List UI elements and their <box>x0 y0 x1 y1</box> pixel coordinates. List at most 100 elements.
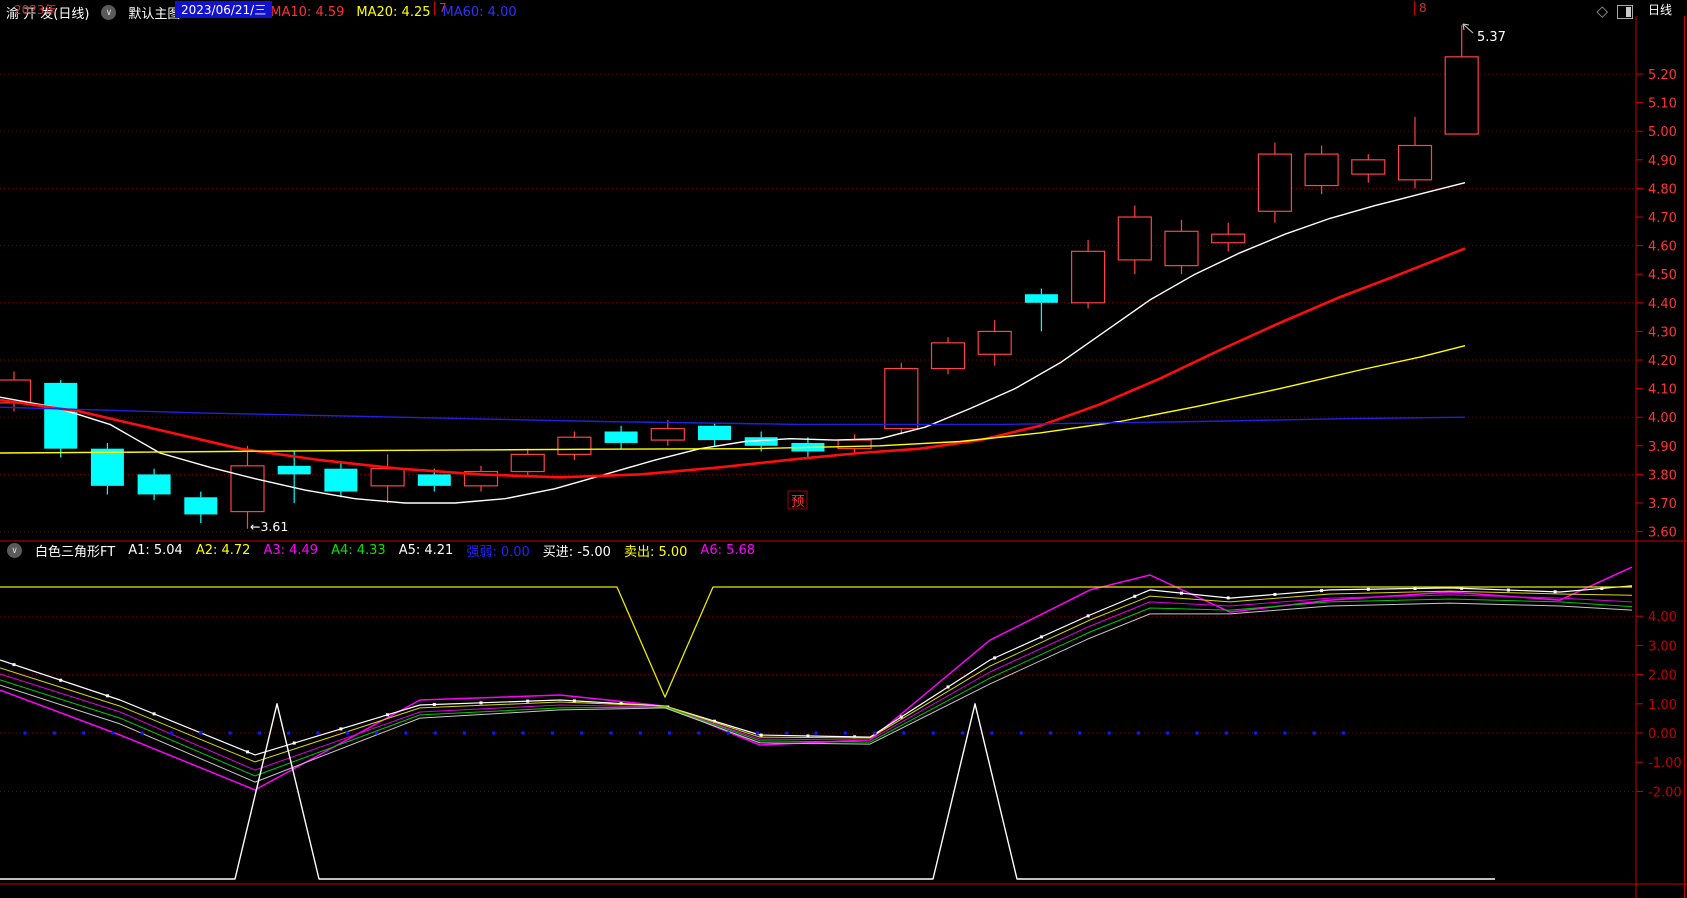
indicator-axis-label: 2.00 <box>1648 669 1677 684</box>
candle <box>417 474 451 486</box>
strength-dot <box>52 731 57 735</box>
line-marker <box>479 701 483 705</box>
indicator-param-a5: A5: 4.21 <box>398 543 454 558</box>
strength-dot <box>140 731 144 735</box>
line-marker <box>806 734 810 738</box>
strength-dot <box>257 731 262 735</box>
price-axis-label: 4.70 <box>1648 211 1677 226</box>
line-marker <box>572 699 576 703</box>
strength-dot <box>1107 731 1111 735</box>
strength-dot <box>23 731 27 735</box>
indicator-param-a6: A6: 5.68 <box>700 543 756 558</box>
strength-dot <box>1283 731 1287 735</box>
line-marker <box>339 727 343 731</box>
candle <box>184 497 218 515</box>
strength-dot <box>843 731 848 735</box>
candle <box>884 367 919 430</box>
candle <box>1397 144 1433 181</box>
line-marker <box>292 741 296 745</box>
indicator-axis-label: 3.00 <box>1648 639 1677 654</box>
price-axis-label: 4.80 <box>1648 182 1677 197</box>
strength-dot <box>579 731 584 735</box>
strength-dot <box>199 731 203 735</box>
chevron-down-icon[interactable]: ∨ <box>7 543 22 558</box>
ma-line-MA10 <box>0 247 1466 479</box>
strength-dot <box>755 731 760 735</box>
indicator-axis-label: -1.00 <box>1648 756 1682 771</box>
strength-dot <box>1195 731 1199 735</box>
line-marker <box>59 678 63 682</box>
line-marker <box>12 663 16 667</box>
period-label[interactable]: 日线 <box>1648 3 1673 17</box>
indicator-line-A2 <box>0 590 1633 763</box>
ma20-value: MA20: 4.25 <box>356 5 431 20</box>
line-marker <box>1133 594 1137 598</box>
line-marker <box>1180 591 1183 595</box>
overlay-selector[interactable]: 默认主图 <box>128 7 181 22</box>
candle <box>370 468 405 487</box>
candle <box>1304 153 1339 187</box>
alert-marker: 预 <box>791 494 805 510</box>
candle <box>1444 56 1479 135</box>
strength-dot <box>316 731 320 735</box>
line-marker <box>1460 586 1464 590</box>
strength-dot <box>374 731 379 735</box>
candle <box>744 437 778 446</box>
strength-dot <box>931 731 936 735</box>
line-marker <box>1039 635 1043 639</box>
ma-line-MA60 <box>0 406 1466 426</box>
strength-dot <box>1078 731 1082 735</box>
selected-date-label: 2023/06/21/三 <box>175 1 273 18</box>
price-axis-label: 4.10 <box>1648 383 1677 398</box>
line-marker <box>526 699 530 703</box>
price-axis-label: 3.90 <box>1648 440 1677 455</box>
diamond-icon[interactable]: ◇ <box>1596 2 1608 20</box>
time-axis: 2023年 2023/06/21/三 7 8 日线 <box>0 0 1687 18</box>
strength-dot <box>726 731 730 735</box>
strength-dot <box>960 731 965 735</box>
line-marker <box>946 685 950 689</box>
sell-threshold-line <box>0 586 1632 698</box>
line-marker <box>1086 614 1090 618</box>
price-axis-label: 4.90 <box>1648 154 1677 169</box>
high-price-annotation: 5.37 <box>1477 30 1506 45</box>
candle <box>1257 153 1293 212</box>
strength-dot <box>550 731 555 735</box>
annotations-layer: 5.37 ←3.61 预 <box>250 23 1506 534</box>
month-tick-7: 7 <box>434 1 447 15</box>
header-tools: ◇ <box>1596 4 1633 19</box>
strength-dot <box>404 731 408 735</box>
indicator-param-a3: A3: 4.49 <box>263 543 319 558</box>
indicator-axis-label: 0.00 <box>1648 727 1677 742</box>
stock-title: 渝 开 发(日线) <box>6 7 90 22</box>
indicator-param-strength: 强弱: 0.00 <box>466 545 530 560</box>
strength-dot <box>697 731 701 735</box>
line-marker <box>432 702 436 706</box>
strength-dot <box>462 731 467 735</box>
chevron-down-icon[interactable]: ∨ <box>101 5 117 20</box>
line-marker <box>1506 588 1510 592</box>
candle <box>44 382 78 449</box>
strength-dot <box>492 731 496 735</box>
low-price-annotation: ←3.61 <box>250 519 288 534</box>
line-marker <box>1273 592 1277 596</box>
candle <box>930 342 966 370</box>
line-marker <box>759 733 763 737</box>
strength-dot <box>433 731 438 735</box>
strength-dot <box>1019 731 1023 735</box>
indicator-param-sell: 卖出: 5.00 <box>623 545 688 560</box>
strength-dot <box>814 731 818 735</box>
split-window-icon[interactable] <box>1617 4 1633 19</box>
candle <box>698 425 731 441</box>
indicator-name[interactable]: 白色三角形FT <box>35 545 116 560</box>
gridlines-layer <box>0 73 1636 792</box>
strength-dot <box>345 731 350 735</box>
ma10-value: MA10: 4.59 <box>270 5 345 20</box>
strength-dot <box>1165 731 1170 735</box>
line-marker <box>1366 587 1370 591</box>
price-axis-label: 5.00 <box>1648 125 1677 140</box>
strength-dot <box>228 731 232 735</box>
candle <box>977 330 1012 355</box>
